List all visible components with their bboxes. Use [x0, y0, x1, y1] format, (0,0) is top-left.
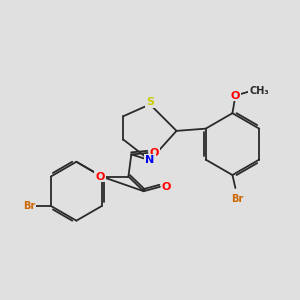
- Text: CH₃: CH₃: [249, 86, 269, 96]
- Text: S: S: [146, 97, 154, 107]
- Text: O: O: [162, 182, 171, 192]
- Text: O: O: [150, 148, 159, 158]
- Text: O: O: [231, 91, 240, 100]
- Text: Br: Br: [231, 194, 243, 204]
- Text: N: N: [146, 155, 154, 165]
- Text: Br: Br: [23, 201, 35, 211]
- Text: O: O: [95, 172, 105, 182]
